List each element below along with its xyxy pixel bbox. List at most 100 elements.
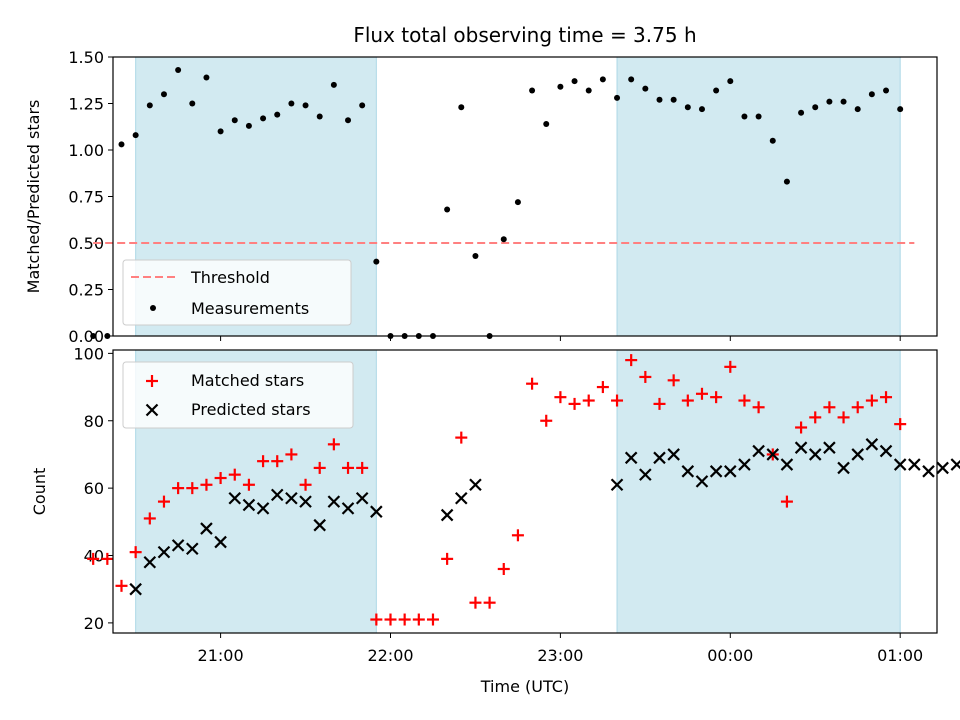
- matched-star-point: [228, 468, 241, 481]
- matched-star-point: [710, 391, 723, 404]
- y-tick-label-2: 0.50: [68, 234, 104, 253]
- predicted-star-point: [639, 468, 652, 481]
- y-tick-label-4: 100: [73, 344, 104, 363]
- matched-star-point: [412, 613, 425, 626]
- measurement-point: [458, 104, 465, 111]
- measurement-point: [500, 236, 507, 243]
- y-tick-label-6: 1.50: [68, 48, 104, 67]
- matched-star-point: [455, 431, 468, 444]
- measurement-point: [302, 102, 309, 109]
- predicted-star-point: [341, 502, 355, 515]
- predicted-star-point: [908, 458, 921, 471]
- predicted-star-point: [851, 448, 864, 461]
- measurement-point: [557, 83, 564, 90]
- measurement-point: [260, 115, 267, 122]
- predicted-star-point: [469, 478, 482, 492]
- matched-star-point: [299, 478, 312, 491]
- measurement-point: [854, 106, 861, 113]
- matched-star-point: [752, 401, 765, 414]
- matched-star-point: [823, 401, 836, 414]
- matched-star-point: [851, 401, 864, 414]
- measurement-point: [160, 91, 167, 98]
- matched-star-point: [257, 455, 270, 468]
- predicted-star-point: [865, 438, 879, 451]
- matched-star-point: [143, 512, 156, 525]
- matched-star-point: [526, 377, 539, 390]
- measurement-point: [189, 100, 196, 107]
- matched-star-point: [342, 461, 355, 474]
- y-tick-label-2: 60: [84, 479, 104, 498]
- predicted-star-point: [214, 535, 227, 549]
- measurement-point: [529, 87, 536, 94]
- matched-star-point: [596, 381, 609, 394]
- predicted-star-point: [950, 458, 960, 471]
- matched-star-point: [327, 438, 340, 451]
- matched-star-point: [186, 482, 199, 495]
- predicted-star-point: [837, 461, 850, 475]
- measurement-point: [713, 87, 720, 94]
- measurement-point: [599, 76, 606, 83]
- matched-star-point: [200, 478, 213, 491]
- measurement-point: [698, 106, 705, 113]
- predicted-star-point: [440, 508, 454, 522]
- x-tick-label-4: 01:00: [877, 646, 923, 665]
- matched-star-point: [398, 613, 411, 626]
- matched-star-point: [101, 552, 114, 565]
- matched-star-point: [172, 482, 185, 495]
- predicted-star-point: [610, 478, 624, 492]
- measurement-point: [755, 113, 762, 120]
- measurement-point: [231, 117, 238, 124]
- y-tick-label-5: 1.25: [68, 95, 104, 114]
- measurement-point: [543, 120, 550, 127]
- matched-star-point: [511, 529, 524, 542]
- predicted-star-point: [653, 451, 666, 465]
- legend-label-measurements: Measurements: [191, 299, 309, 318]
- matched-star-point: [87, 552, 100, 565]
- predicted-star-point: [738, 458, 751, 471]
- matched-star-point: [469, 596, 482, 609]
- matched-star-point: [115, 579, 128, 592]
- predicted-star-point: [936, 461, 949, 475]
- predicted-star-point: [922, 465, 935, 478]
- matched-star-point: [894, 418, 907, 431]
- predicted-star-point: [752, 444, 765, 458]
- top-panel: 0.00 0.25 0.50 0.75 1.00 1.25 1.50 Matched/Pred…: [24, 48, 938, 346]
- measurement-point: [783, 178, 790, 185]
- matched-star-point: [271, 455, 284, 468]
- predicted-star-point: [709, 465, 723, 478]
- legend-measurements-swatch: [150, 305, 156, 311]
- measurement-point: [175, 67, 182, 74]
- measurement-point: [642, 85, 649, 92]
- legend-box: [122, 259, 352, 326]
- matched-star-point: [880, 391, 893, 404]
- observing-window-1: [616, 349, 901, 634]
- predicted-star-point: [624, 451, 638, 465]
- matched-star-point: [441, 552, 454, 565]
- matched-star-point: [780, 495, 793, 508]
- matched-star-point: [695, 387, 708, 400]
- legend-label-threshold: Threshold: [190, 268, 270, 287]
- y-tick-label-0: 0.00: [68, 327, 104, 346]
- measurement-point: [444, 206, 451, 213]
- matched-star-point: [653, 397, 666, 410]
- measurement-point: [288, 100, 295, 107]
- matched-star-point: [837, 411, 850, 424]
- predicted-star-point: [285, 491, 298, 505]
- measurement-point: [203, 74, 210, 81]
- matched-star-point: [285, 448, 298, 461]
- measurement-point: [104, 333, 111, 339]
- bottom-panel: 21:0022:0023:0000:0001:0020406080100Coun…: [30, 344, 960, 665]
- predicted-star-point: [186, 542, 199, 556]
- measurement-point: [90, 333, 97, 339]
- predicted-star-point: [313, 518, 326, 532]
- predicted-star-point: [766, 448, 780, 461]
- measurement-point: [571, 78, 578, 85]
- matched-star-point: [214, 472, 227, 485]
- legend-label-predicted: Predicted stars: [191, 400, 311, 419]
- matched-star-point: [313, 461, 326, 474]
- measurement-point: [826, 98, 833, 105]
- measurement-point: [245, 122, 252, 129]
- y-tick-label-3: 80: [84, 412, 104, 431]
- matched-star-point: [568, 397, 581, 410]
